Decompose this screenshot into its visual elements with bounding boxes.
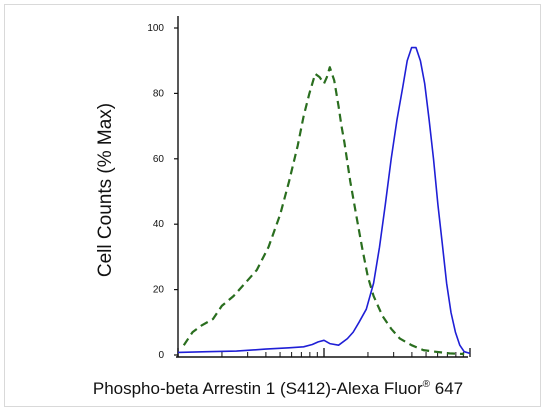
y-tick-label: 60 xyxy=(153,154,165,165)
series-lines xyxy=(177,46,471,356)
y-tick-label: 40 xyxy=(153,219,165,230)
x-axis-label-sup: ® xyxy=(423,379,431,390)
x-axis xyxy=(176,348,471,358)
y-tick-label: 20 xyxy=(153,285,165,296)
x-axis-label-main: Phospho-beta Arrestin 1 (S412)-Alexa Flu… xyxy=(93,379,423,398)
series-dashed-line xyxy=(182,66,465,356)
y-axis: 0 20 40 60 80 100 xyxy=(147,16,179,361)
y-tick-label: 80 xyxy=(153,88,165,99)
y-tick-label: 100 xyxy=(147,23,164,34)
figure-frame xyxy=(4,4,541,407)
x-axis-label: Phospho-beta Arrestin 1 (S412)-Alexa Flu… xyxy=(93,379,463,398)
series-solid-line xyxy=(177,46,471,355)
y-tick-label: 0 xyxy=(158,350,164,361)
y-axis-label: Cell Counts (% Max) xyxy=(95,103,116,277)
x-axis-label-tail: 647 xyxy=(430,379,463,398)
